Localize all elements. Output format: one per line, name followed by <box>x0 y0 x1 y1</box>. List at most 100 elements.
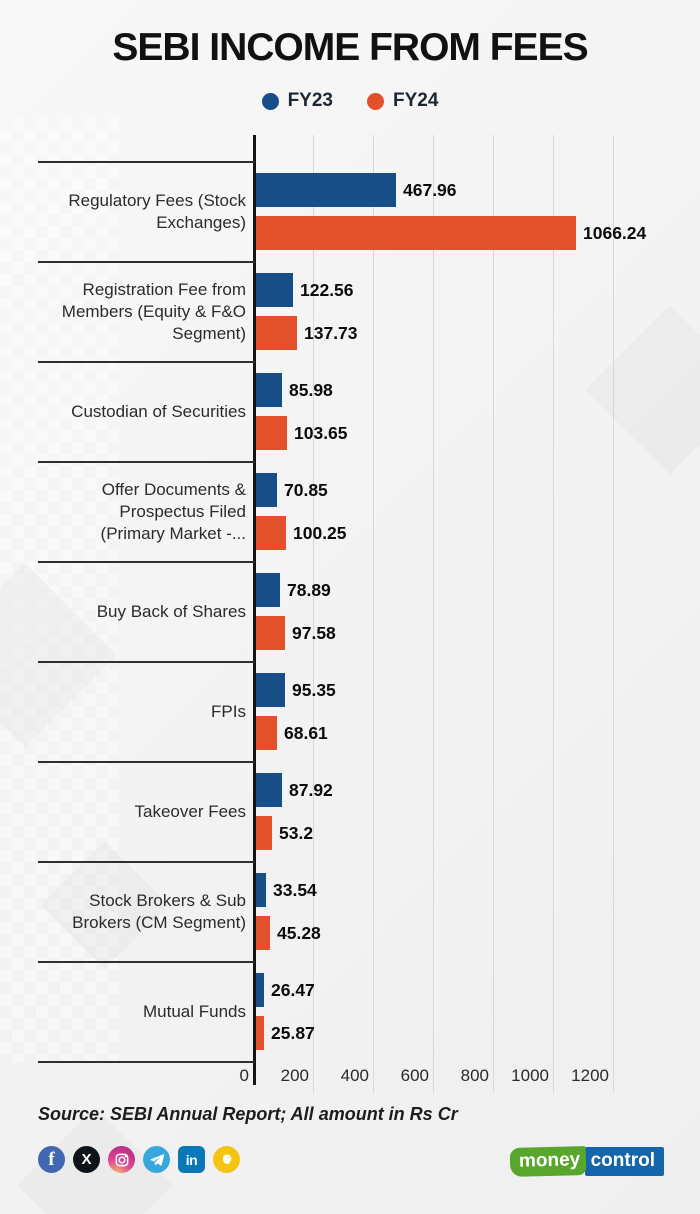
category-label: Custodian of Securities <box>71 402 246 421</box>
fy23-dot-icon <box>261 92 279 110</box>
instagram-icon[interactable] <box>108 1146 135 1173</box>
fy23-bar <box>256 973 264 1007</box>
fy24-bar <box>256 516 286 550</box>
gridline <box>553 135 554 1093</box>
fy24-bar <box>256 716 277 750</box>
fy23-value-label: 85.98 <box>289 380 333 400</box>
moneycontrol-logo[interactable]: money control <box>509 1146 664 1177</box>
legend: FY23 FY24 <box>0 90 700 112</box>
x-axis-tick-label: 0 <box>239 1066 249 1085</box>
row-separator-line <box>38 1061 255 1063</box>
y-axis-line <box>253 135 256 1085</box>
category-label: Offer Documents & Prospectus Filed (Prim… <box>100 480 246 543</box>
x-axis-tick-label: 1200 <box>571 1066 609 1085</box>
facebook-icon[interactable]: f <box>38 1146 65 1173</box>
fy24-bar <box>256 616 285 650</box>
x-axis-tick-label: 400 <box>340 1066 369 1085</box>
fy24-value-label: 103.65 <box>294 423 348 443</box>
fy24-value-label: 45.28 <box>277 923 321 943</box>
chart-row: Custodian of Securities 85.98 103.65 <box>38 362 678 462</box>
fy24-value-label: 1066.24 <box>583 223 647 243</box>
gridline <box>433 135 434 1093</box>
x-axis-tick-label: 1000 <box>511 1066 549 1085</box>
chart-row: Offer Documents & Prospectus Filed (Prim… <box>38 462 678 562</box>
moneycontrol-logo-control: control <box>584 1147 664 1176</box>
fy24-value-label: 137.73 <box>304 323 358 343</box>
gridline <box>373 135 374 1093</box>
fy24-bar <box>256 416 287 450</box>
fy23-bar <box>256 373 282 407</box>
chart-row: Takeover Fees 87.92 53.2 <box>38 762 678 862</box>
category-label: Registration Fee from Members (Equity & … <box>61 280 246 343</box>
fy24-dot-icon <box>367 92 384 110</box>
gridline <box>313 135 314 1093</box>
x-axis-tick-label: 600 <box>400 1066 429 1085</box>
gridline <box>613 135 614 1093</box>
legend-label: FY24 <box>393 90 439 111</box>
fy23-bar <box>256 673 285 707</box>
x-icon[interactable]: X <box>73 1146 100 1173</box>
gridline <box>493 135 494 1093</box>
fy24-value-label: 68.61 <box>284 723 328 743</box>
x-axis-tick-label: 200 <box>280 1066 309 1085</box>
fy23-value-label: 467.96 <box>403 180 457 200</box>
fy23-bar <box>256 573 280 607</box>
fy24-bar <box>256 1016 264 1050</box>
fy24-bar <box>256 316 297 350</box>
fy23-bar <box>256 773 282 807</box>
fy23-value-label: 122.56 <box>300 280 354 300</box>
fy24-value-label: 100.25 <box>293 523 347 543</box>
diamond-pattern-texture <box>0 118 118 1063</box>
fy23-value-label: 26.47 <box>271 980 315 1000</box>
fy24-value-label: 25.87 <box>271 1023 315 1043</box>
fy23-bar <box>256 273 293 307</box>
fy23-bar <box>256 173 396 207</box>
fy23-value-label: 70.85 <box>284 480 328 500</box>
category-label: Regulatory Fees (Stock Exchanges) <box>68 191 246 232</box>
bar-chart: 0 200 400 600 800 1000 1200 Regulatory Fees (St… <box>38 135 678 1095</box>
row-separator-line <box>38 461 255 463</box>
row-separator-line <box>38 861 255 863</box>
telegram-icon[interactable] <box>143 1146 170 1173</box>
row-separator-line <box>38 761 255 763</box>
x-axis-tick-label: 800 <box>460 1066 489 1085</box>
fy23-value-label: 95.35 <box>292 680 336 700</box>
fy23-value-label: 33.54 <box>273 880 317 900</box>
fy23-bar <box>256 473 277 507</box>
category-label: Buy Back of Shares <box>96 602 246 621</box>
page-title: SEBI INCOME FROM FEES <box>112 26 588 69</box>
fy23-bar <box>256 873 266 907</box>
category-label: Mutual Funds <box>143 1002 246 1021</box>
row-separator-line <box>38 561 255 563</box>
fy24-value-label: 53.2 <box>279 823 314 843</box>
chart-row: Registration Fee from Members (Equity & … <box>38 262 678 362</box>
chart-row: Buy Back of Shares 78.89 97.58 <box>38 562 678 662</box>
legend-item-fy23: FY23 <box>261 90 333 112</box>
legend-label: FY23 <box>287 90 333 111</box>
row-separator-line <box>38 361 255 363</box>
category-label: Stock Brokers & Sub Brokers (CM Segment) <box>72 891 246 932</box>
row-separator-line <box>38 661 255 663</box>
linkedin-icon[interactable]: in <box>178 1146 205 1173</box>
koo-icon[interactable] <box>213 1146 240 1173</box>
fy24-value-label: 97.58 <box>292 623 336 643</box>
moneycontrol-logo-money: money <box>509 1146 587 1177</box>
fy23-value-label: 87.92 <box>289 780 333 800</box>
category-label: FPIs <box>211 702 246 721</box>
chart-row: FPIs 95.35 68.61 <box>38 662 678 762</box>
fy23-value-label: 78.89 <box>287 580 331 600</box>
fy24-bar <box>256 816 272 850</box>
chart-row: Regulatory Fees (Stock Exchanges) 467.96 1… <box>38 162 678 262</box>
row-separator-line <box>38 261 255 263</box>
fy24-bar <box>256 216 576 250</box>
source-note: Source: SEBI Annual Report; All amount i… <box>38 1104 458 1124</box>
category-label: Takeover Fees <box>134 802 247 821</box>
chart-row: Mutual Funds 26.47 25.87 <box>38 962 678 1062</box>
row-separator-line <box>38 161 255 163</box>
fy24-bar <box>256 916 270 950</box>
chart-row: Stock Brokers & Sub Brokers (CM Segment)… <box>38 862 678 962</box>
row-separator-line <box>38 961 255 963</box>
legend-item-fy24: FY24 <box>367 90 438 112</box>
